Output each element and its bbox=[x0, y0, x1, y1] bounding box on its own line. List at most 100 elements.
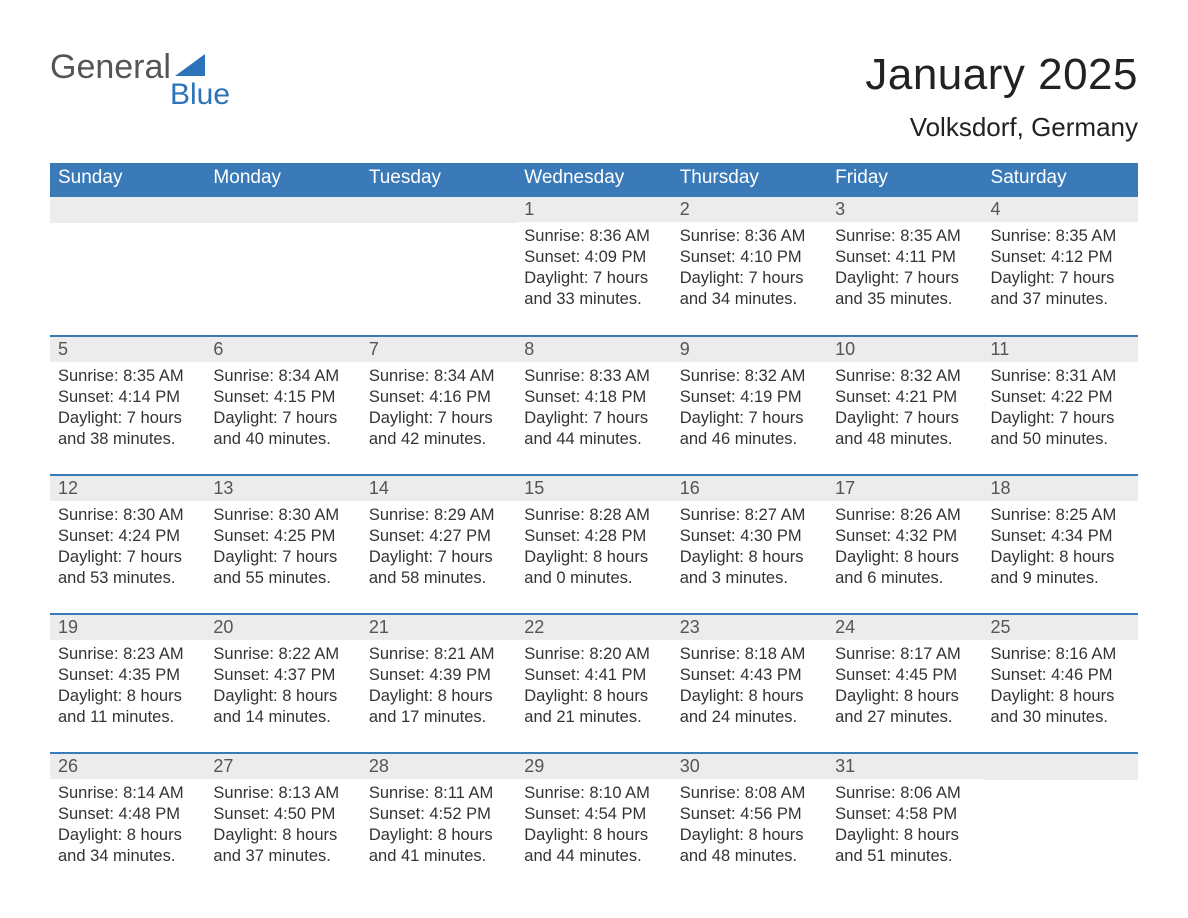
day-details: Sunrise: 8:11 AMSunset: 4:52 PMDaylight:… bbox=[361, 779, 516, 873]
day-details: Sunrise: 8:21 AMSunset: 4:39 PMDaylight:… bbox=[361, 640, 516, 734]
daylight-line-1: Daylight: 8 hours bbox=[58, 826, 182, 844]
calendar-day-cell: 19Sunrise: 8:23 AMSunset: 4:35 PMDayligh… bbox=[50, 613, 205, 734]
daylight-line-1: Daylight: 8 hours bbox=[680, 826, 804, 844]
day-number: 27 bbox=[205, 752, 360, 779]
sunrise-line: Sunrise: 8:17 AM bbox=[835, 645, 961, 663]
daylight-line-2: and 42 minutes. bbox=[369, 430, 486, 448]
day-number: 4 bbox=[983, 195, 1138, 222]
calendar-day-cell: 27Sunrise: 8:13 AMSunset: 4:50 PMDayligh… bbox=[205, 752, 360, 874]
daylight-line-1: Daylight: 7 hours bbox=[369, 409, 493, 427]
daylight-line-1: Daylight: 7 hours bbox=[680, 409, 804, 427]
sunset-line: Sunset: 4:09 PM bbox=[524, 248, 646, 266]
day-number bbox=[205, 195, 360, 223]
sunset-line: Sunset: 4:54 PM bbox=[524, 805, 646, 823]
daylight-line-1: Daylight: 8 hours bbox=[835, 687, 959, 705]
calendar-day-cell: 13Sunrise: 8:30 AMSunset: 4:25 PMDayligh… bbox=[205, 474, 360, 595]
day-details: Sunrise: 8:13 AMSunset: 4:50 PMDaylight:… bbox=[205, 779, 360, 873]
daylight-line-2: and 24 minutes. bbox=[680, 708, 797, 726]
sunrise-line: Sunrise: 8:16 AM bbox=[991, 645, 1117, 663]
sunrise-line: Sunrise: 8:26 AM bbox=[835, 506, 961, 524]
day-number: 21 bbox=[361, 613, 516, 640]
day-number: 14 bbox=[361, 474, 516, 501]
daylight-line-1: Daylight: 7 hours bbox=[524, 409, 648, 427]
calendar-day-cell: 5Sunrise: 8:35 AMSunset: 4:14 PMDaylight… bbox=[50, 335, 205, 456]
daylight-line-2: and 48 minutes. bbox=[680, 847, 797, 865]
calendar-day-cell bbox=[983, 752, 1138, 874]
day-details bbox=[983, 780, 1138, 874]
day-number: 16 bbox=[672, 474, 827, 501]
calendar-day-cell: 21Sunrise: 8:21 AMSunset: 4:39 PMDayligh… bbox=[361, 613, 516, 734]
day-number: 15 bbox=[516, 474, 671, 501]
day-details: Sunrise: 8:34 AMSunset: 4:15 PMDaylight:… bbox=[205, 362, 360, 456]
calendar-day-cell: 16Sunrise: 8:27 AMSunset: 4:30 PMDayligh… bbox=[672, 474, 827, 595]
sunrise-line: Sunrise: 8:11 AM bbox=[369, 784, 493, 802]
day-number: 19 bbox=[50, 613, 205, 640]
day-details: Sunrise: 8:28 AMSunset: 4:28 PMDaylight:… bbox=[516, 501, 671, 595]
sunset-line: Sunset: 4:34 PM bbox=[991, 527, 1113, 545]
day-details: Sunrise: 8:29 AMSunset: 4:27 PMDaylight:… bbox=[361, 501, 516, 595]
calendar-day-cell: 10Sunrise: 8:32 AMSunset: 4:21 PMDayligh… bbox=[827, 335, 982, 456]
day-details bbox=[205, 223, 360, 317]
calendar-day-cell: 9Sunrise: 8:32 AMSunset: 4:19 PMDaylight… bbox=[672, 335, 827, 456]
day-details: Sunrise: 8:25 AMSunset: 4:34 PMDaylight:… bbox=[983, 501, 1138, 595]
daylight-line-2: and 33 minutes. bbox=[524, 290, 641, 308]
day-details: Sunrise: 8:08 AMSunset: 4:56 PMDaylight:… bbox=[672, 779, 827, 873]
sunrise-line: Sunrise: 8:10 AM bbox=[524, 784, 650, 802]
day-of-week-header: Monday bbox=[205, 163, 360, 195]
sunset-line: Sunset: 4:18 PM bbox=[524, 388, 646, 406]
daylight-line-2: and 44 minutes. bbox=[524, 430, 641, 448]
day-number: 24 bbox=[827, 613, 982, 640]
sunrise-line: Sunrise: 8:13 AM bbox=[213, 784, 339, 802]
sunset-line: Sunset: 4:14 PM bbox=[58, 388, 180, 406]
day-number: 9 bbox=[672, 335, 827, 362]
calendar-day-cell: 2Sunrise: 8:36 AMSunset: 4:10 PMDaylight… bbox=[672, 195, 827, 317]
daylight-line-1: Daylight: 8 hours bbox=[369, 687, 493, 705]
sunset-line: Sunset: 4:52 PM bbox=[369, 805, 491, 823]
daylight-line-2: and 21 minutes. bbox=[524, 708, 641, 726]
day-number: 25 bbox=[983, 613, 1138, 640]
calendar-page: General Blue January 2025 Volksdorf, Ger… bbox=[0, 0, 1188, 894]
calendar-day-cell: 25Sunrise: 8:16 AMSunset: 4:46 PMDayligh… bbox=[983, 613, 1138, 734]
day-number bbox=[361, 195, 516, 223]
daylight-line-1: Daylight: 8 hours bbox=[991, 548, 1115, 566]
sunset-line: Sunset: 4:21 PM bbox=[835, 388, 957, 406]
sunset-line: Sunset: 4:41 PM bbox=[524, 666, 646, 684]
calendar-day-cell bbox=[50, 195, 205, 317]
sunset-line: Sunset: 4:11 PM bbox=[835, 248, 956, 266]
sunrise-line: Sunrise: 8:34 AM bbox=[369, 367, 495, 385]
day-number: 29 bbox=[516, 752, 671, 779]
daylight-line-2: and 48 minutes. bbox=[835, 430, 952, 448]
sunset-line: Sunset: 4:15 PM bbox=[213, 388, 335, 406]
daylight-line-2: and 6 minutes. bbox=[835, 569, 943, 587]
day-number: 28 bbox=[361, 752, 516, 779]
calendar-week-row: 19Sunrise: 8:23 AMSunset: 4:35 PMDayligh… bbox=[50, 613, 1138, 734]
brand-flag-icon bbox=[175, 54, 205, 76]
daylight-line-2: and 35 minutes. bbox=[835, 290, 952, 308]
daylight-line-2: and 53 minutes. bbox=[58, 569, 175, 587]
daylight-line-1: Daylight: 7 hours bbox=[835, 269, 959, 287]
day-details: Sunrise: 8:36 AMSunset: 4:10 PMDaylight:… bbox=[672, 222, 827, 316]
sunrise-line: Sunrise: 8:30 AM bbox=[58, 506, 184, 524]
daylight-line-1: Daylight: 8 hours bbox=[835, 826, 959, 844]
day-details: Sunrise: 8:22 AMSunset: 4:37 PMDaylight:… bbox=[205, 640, 360, 734]
page-header: General Blue January 2025 Volksdorf, Ger… bbox=[50, 50, 1138, 143]
sunset-line: Sunset: 4:50 PM bbox=[213, 805, 335, 823]
day-details: Sunrise: 8:10 AMSunset: 4:54 PMDaylight:… bbox=[516, 779, 671, 873]
sunset-line: Sunset: 4:48 PM bbox=[58, 805, 180, 823]
calendar-grid: SundayMondayTuesdayWednesdayThursdayFrid… bbox=[50, 163, 1138, 874]
daylight-line-1: Daylight: 8 hours bbox=[680, 548, 804, 566]
sunset-line: Sunset: 4:25 PM bbox=[213, 527, 335, 545]
calendar-week-row: 12Sunrise: 8:30 AMSunset: 4:24 PMDayligh… bbox=[50, 474, 1138, 595]
sunset-line: Sunset: 4:43 PM bbox=[680, 666, 802, 684]
day-number: 3 bbox=[827, 195, 982, 222]
sunrise-line: Sunrise: 8:14 AM bbox=[58, 784, 184, 802]
daylight-line-2: and 0 minutes. bbox=[524, 569, 632, 587]
calendar-day-cell: 15Sunrise: 8:28 AMSunset: 4:28 PMDayligh… bbox=[516, 474, 671, 595]
day-details: Sunrise: 8:34 AMSunset: 4:16 PMDaylight:… bbox=[361, 362, 516, 456]
calendar-day-cell: 4Sunrise: 8:35 AMSunset: 4:12 PMDaylight… bbox=[983, 195, 1138, 317]
sunset-line: Sunset: 4:19 PM bbox=[680, 388, 802, 406]
brand-logo: General Blue bbox=[50, 50, 230, 112]
day-of-week-header-row: SundayMondayTuesdayWednesdayThursdayFrid… bbox=[50, 163, 1138, 195]
daylight-line-2: and 34 minutes. bbox=[680, 290, 797, 308]
day-number: 10 bbox=[827, 335, 982, 362]
